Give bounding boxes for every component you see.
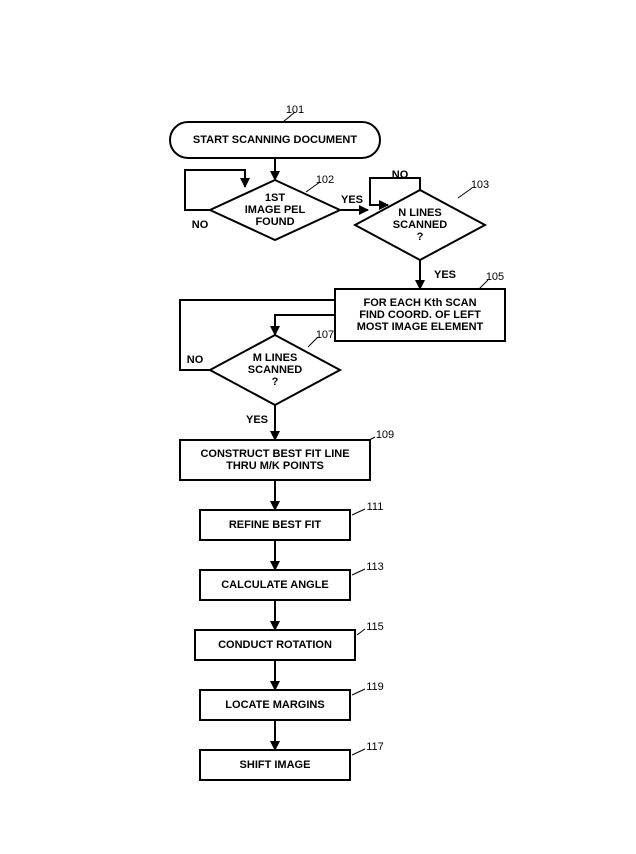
- ref-leader: [352, 749, 365, 755]
- edge-label: YES: [434, 269, 456, 281]
- ref-number: 107: [316, 329, 334, 341]
- node-label: N LINES: [398, 207, 441, 219]
- node-label: 1ST: [265, 192, 285, 204]
- node-label: MOST IMAGE ELEMENT: [357, 321, 484, 333]
- node-label: SCANNED: [248, 364, 302, 376]
- ref-number: 109: [376, 429, 394, 441]
- node-n115: CONDUCT ROTATION 115: [195, 621, 384, 660]
- node-label: SHIFT IMAGE: [240, 759, 311, 771]
- node-label: IMAGE PEL: [245, 204, 306, 216]
- ref-number: 105: [486, 271, 504, 283]
- ref-number: 111: [367, 501, 384, 513]
- node-n119: LOCATE MARGINS 119: [200, 681, 384, 720]
- node-label: FOUND: [255, 216, 294, 228]
- node-n109: CONSTRUCT BEST FIT LINETHRU M/K POINTS 10…: [180, 429, 394, 480]
- edge-label: NO: [187, 354, 204, 366]
- node-n111: REFINE BEST FIT 111: [200, 501, 383, 540]
- ref-leader: [352, 569, 365, 575]
- node-n103: N LINESSCANNED? 103: [355, 179, 489, 260]
- ref-number: 101: [286, 104, 304, 116]
- node-label: LOCATE MARGINS: [225, 699, 324, 711]
- node-n113: CALCULATE ANGLE 113: [200, 561, 384, 600]
- ref-number: 113: [366, 561, 384, 573]
- ref-number: 103: [471, 179, 489, 191]
- node-label: CONDUCT ROTATION: [218, 639, 332, 651]
- ref-number: 117: [366, 741, 384, 753]
- node-label: THRU M/K POINTS: [226, 460, 324, 472]
- node-n117: SHIFT IMAGE 117: [200, 741, 384, 780]
- edge-label: YES: [341, 194, 363, 206]
- ref-leader: [352, 509, 365, 515]
- node-label: CALCULATE ANGLE: [221, 579, 329, 591]
- ref-number: 102: [316, 174, 334, 186]
- node-label: FIND COORD. OF LEFT: [359, 309, 481, 321]
- node-n102: 1STIMAGE PELFOUND 102: [210, 174, 340, 240]
- ref-leader: [357, 629, 365, 635]
- edge-label: NO: [192, 219, 209, 231]
- ref-number: 119: [366, 681, 384, 693]
- node-label: CONSTRUCT BEST FIT LINE: [200, 448, 349, 460]
- ref-leader: [352, 689, 365, 695]
- node-label: SCANNED: [393, 219, 447, 231]
- node-n101: START SCANNING DOCUMENT 101: [170, 104, 380, 158]
- node-label: FOR EACH Kth SCAN: [363, 297, 476, 309]
- edge-label: YES: [246, 414, 268, 426]
- ref-number: 115: [366, 621, 384, 633]
- node-label: M LINES: [253, 352, 298, 364]
- node-label: REFINE BEST FIT: [229, 519, 322, 531]
- node-label: ?: [417, 231, 424, 243]
- node-label: ?: [272, 376, 279, 388]
- node-label: START SCANNING DOCUMENT: [193, 134, 357, 146]
- node-n107: M LINESSCANNED? 107: [210, 329, 340, 405]
- edge-label: NO: [392, 169, 409, 181]
